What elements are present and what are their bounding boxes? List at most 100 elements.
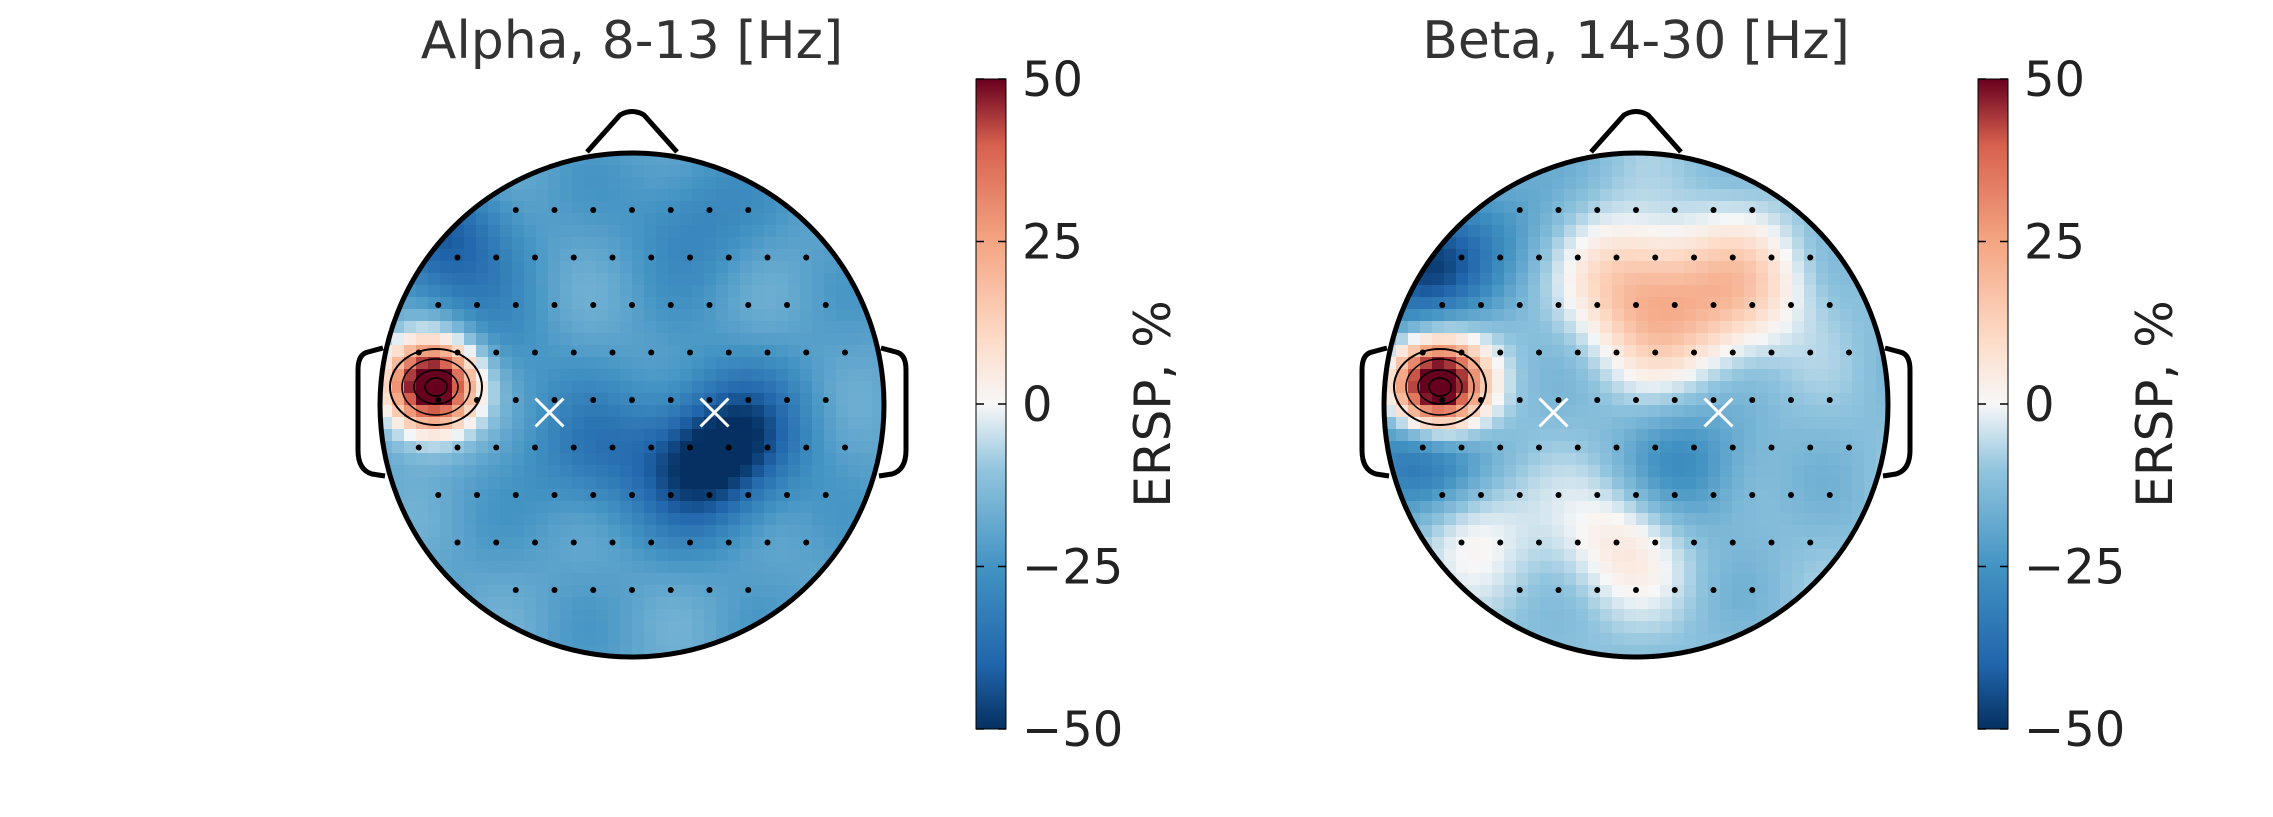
map-cell: [1840, 381, 1853, 394]
map-cell: [1780, 225, 1793, 238]
map-cell: [752, 573, 765, 586]
map-cell: [1636, 285, 1649, 298]
map-cell: [392, 357, 405, 370]
map-cell: [1648, 309, 1661, 322]
map-cell: [1600, 249, 1613, 262]
map-cell: [836, 477, 849, 490]
map-cell: [1864, 429, 1877, 442]
map-cell: [1756, 321, 1769, 334]
map-cell: [848, 297, 861, 310]
map-cell: [1648, 189, 1661, 202]
map-cell: [1744, 573, 1757, 586]
map-cell: [704, 501, 717, 514]
map-cell: [680, 369, 693, 382]
map-cell: [1600, 345, 1613, 358]
map-cell: [1516, 225, 1529, 238]
map-cell: [1636, 585, 1649, 598]
map-cell: [1624, 465, 1637, 478]
map-cell: [1552, 441, 1565, 454]
map-cell: [716, 585, 729, 598]
map-cell: [620, 393, 633, 406]
title-alpha: Alpha, 8-13 [Hz]: [421, 11, 843, 71]
map-cell: [584, 417, 597, 430]
map-cell: [1552, 261, 1565, 274]
map-cell: [1660, 381, 1673, 394]
map-cell: [1468, 549, 1481, 562]
map-cell: [1684, 261, 1697, 274]
electrode-dot: [1536, 444, 1542, 451]
map-cell: [1828, 429, 1841, 442]
map-cell: [1732, 297, 1745, 310]
map-cell: [764, 405, 777, 418]
map-cell: [1768, 261, 1781, 274]
map-cell: [464, 321, 477, 334]
contour-line: [1393, 348, 1487, 426]
map-cell: [1756, 549, 1769, 562]
map-cell: [800, 321, 813, 334]
map-cell: [740, 225, 753, 238]
map-cell: [1492, 501, 1505, 514]
map-cell: [1516, 333, 1529, 346]
map-cell: [1540, 177, 1553, 190]
map-cell: [1636, 405, 1649, 418]
map-cell: [1684, 165, 1697, 178]
map-cell: [1516, 525, 1529, 538]
map-cell: [572, 177, 585, 190]
map-cell: [1588, 321, 1601, 334]
map-cell: [1432, 333, 1445, 346]
map-cell: [1624, 177, 1637, 190]
map-cell: [752, 561, 765, 574]
right-ear-beta: [1882, 345, 1913, 479]
map-cell: [548, 189, 561, 202]
electrode-dot: [1594, 207, 1601, 213]
map-cell: [1408, 489, 1421, 502]
map-cell: [560, 573, 573, 586]
map-cell: [1528, 429, 1541, 442]
map-cell: [1588, 441, 1601, 454]
map-cell: [668, 513, 681, 526]
map-cell: [1816, 549, 1829, 562]
map-cell: [1600, 609, 1613, 622]
map-cell: [1564, 261, 1577, 274]
map-cell: [536, 585, 549, 598]
markers-beta: [1538, 397, 1734, 428]
map-cell: [1696, 393, 1709, 406]
map-cell: [536, 573, 549, 586]
map-cell: [1756, 381, 1769, 394]
map-cell: [860, 405, 873, 418]
map-cell: [1768, 369, 1781, 382]
map-cell: [1648, 561, 1661, 574]
electrode-dot: [1419, 444, 1426, 451]
map-cell: [704, 177, 717, 190]
map-cell: [632, 153, 645, 166]
map-cell: [1492, 333, 1505, 346]
map-cell: [848, 309, 861, 322]
map-cell: [1564, 573, 1577, 586]
map-cell: [1456, 549, 1469, 562]
map-cell: [1564, 165, 1577, 178]
map-cell: [764, 513, 777, 526]
map-cell: [1828, 441, 1841, 454]
map-cell: [1552, 309, 1565, 322]
map-cell: [1744, 309, 1757, 322]
map-cell: [1528, 189, 1541, 202]
map-cell: [1648, 489, 1661, 502]
map-cell: [632, 597, 645, 610]
map-cell: [572, 225, 585, 238]
map-cell: [608, 621, 621, 634]
map-cell: [1456, 525, 1469, 538]
electrode-dot: [667, 587, 674, 593]
map-cell: [1636, 549, 1649, 562]
map-cell: [656, 585, 669, 598]
map-cell: [524, 441, 537, 454]
electrode-dot: [725, 349, 732, 356]
map-cell: [596, 573, 609, 586]
map-cell: [620, 465, 633, 478]
map-cell: [656, 369, 669, 382]
map-cell: [1540, 201, 1553, 214]
electrode-dot: [1555, 587, 1562, 593]
map-cell: [656, 489, 669, 502]
map-cell: [1756, 429, 1769, 442]
map-cell: [788, 525, 801, 538]
